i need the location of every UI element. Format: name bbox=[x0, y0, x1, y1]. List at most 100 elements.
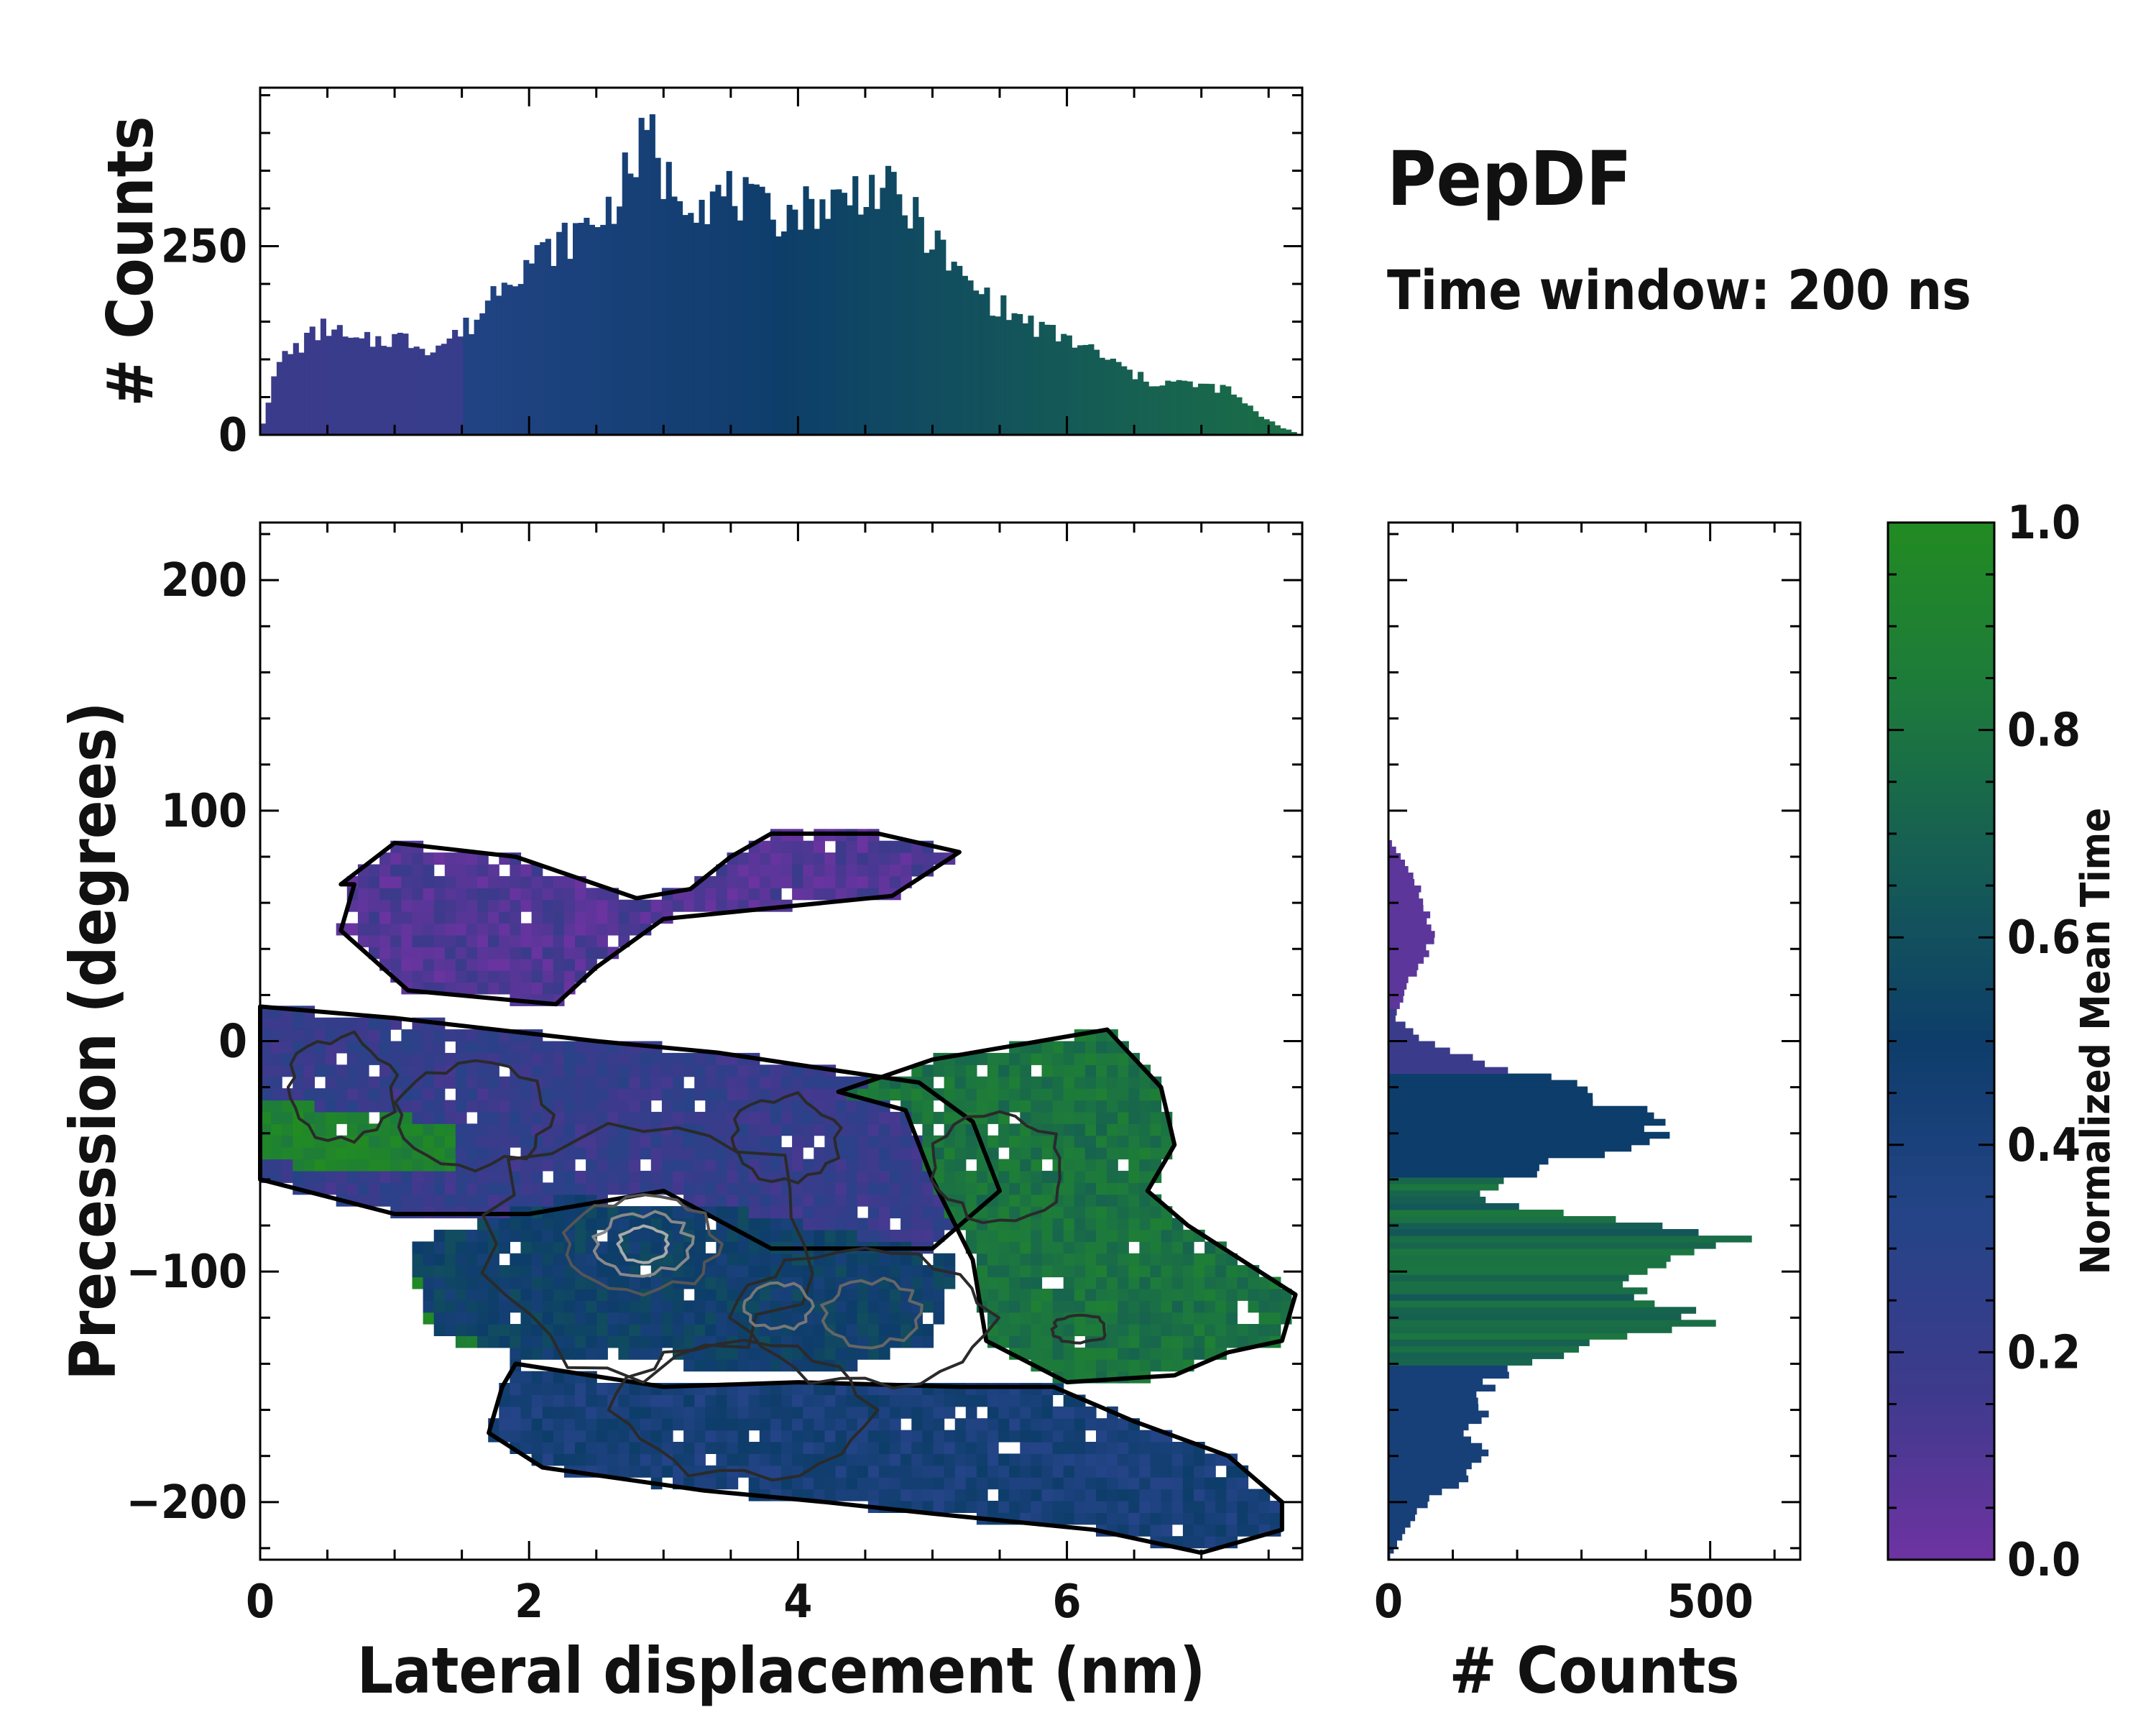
heatmap-cell bbox=[846, 1477, 858, 1490]
heatmap-cell bbox=[878, 1394, 890, 1407]
heatmap-cell bbox=[346, 1111, 359, 1124]
heatmap-cell bbox=[694, 1312, 706, 1325]
heatmap-cell bbox=[803, 1076, 814, 1089]
colorbar-segment bbox=[1888, 523, 1994, 533]
heatmap-cell bbox=[586, 1265, 597, 1278]
heatmap-cell bbox=[607, 1430, 619, 1443]
top-hist-bar bbox=[825, 218, 831, 435]
heatmap-cell bbox=[520, 1100, 533, 1113]
heatmap-cell bbox=[835, 888, 847, 901]
heatmap-cell bbox=[792, 875, 803, 888]
heatmap-cell bbox=[650, 1170, 663, 1183]
heatmap-cell bbox=[911, 1406, 923, 1419]
heatmap-cell bbox=[477, 1288, 489, 1301]
density-contour bbox=[480, 1121, 814, 1384]
heatmap-cell bbox=[401, 1194, 413, 1207]
heatmap-cell bbox=[922, 1394, 934, 1407]
heatmap-cell bbox=[835, 1182, 847, 1195]
heatmap-cell bbox=[803, 864, 814, 877]
top-hist-bar bbox=[1209, 384, 1215, 435]
heatmap-cell bbox=[1107, 1229, 1118, 1242]
heatmap-cell bbox=[586, 1100, 597, 1113]
heatmap-cell bbox=[553, 899, 565, 912]
heatmap-cell bbox=[542, 1394, 554, 1407]
heatmap-cell bbox=[466, 1194, 478, 1207]
top-hist-bar bbox=[469, 334, 475, 435]
heatmap-cell bbox=[282, 1041, 293, 1054]
heatmap-cell bbox=[727, 1170, 739, 1183]
heatmap-cell bbox=[867, 1347, 880, 1360]
heatmap-cell bbox=[390, 934, 402, 947]
heatmap-cell bbox=[510, 1123, 522, 1136]
heatmap-cell bbox=[683, 1430, 695, 1443]
heatmap-cell bbox=[1204, 1524, 1216, 1537]
heatmap-cell bbox=[1020, 1418, 1031, 1431]
heatmap-cell bbox=[303, 1088, 315, 1101]
colorbar-segment bbox=[1888, 1248, 1994, 1260]
density-contour bbox=[1050, 1313, 1107, 1345]
heatmap-cell bbox=[867, 1453, 880, 1466]
right-hist-bar bbox=[1388, 1320, 1716, 1327]
heatmap-cell bbox=[1074, 1477, 1086, 1490]
heatmap-cell bbox=[1063, 1088, 1075, 1101]
heatmap-cell bbox=[792, 1064, 803, 1077]
heatmap-cell bbox=[835, 1170, 847, 1183]
outer-contour bbox=[836, 1027, 1298, 1385]
heatmap-cell bbox=[520, 1159, 533, 1172]
heatmap-cell bbox=[900, 1265, 912, 1278]
heatmap-cell bbox=[1096, 1418, 1107, 1431]
contour-lines bbox=[258, 831, 1298, 1555]
heatmap-cell bbox=[640, 1347, 652, 1360]
top-hist-bar bbox=[304, 333, 310, 435]
heatmap-cell bbox=[759, 1477, 771, 1490]
heatmap-cell bbox=[1258, 1288, 1271, 1301]
heatmap-cell bbox=[1052, 1288, 1064, 1301]
top-hist-bar bbox=[397, 333, 403, 435]
heatmap-cell bbox=[1041, 1218, 1054, 1230]
heatmap-cell bbox=[770, 1229, 782, 1242]
heatmap-cell bbox=[694, 888, 706, 901]
heatmap-cell bbox=[878, 1477, 890, 1490]
right-hist-bar bbox=[1388, 1164, 1539, 1172]
heatmap-cell bbox=[1020, 1182, 1031, 1195]
heatmap-cell bbox=[412, 1041, 424, 1054]
heatmap-cell bbox=[878, 1229, 890, 1242]
heatmap-cell bbox=[1139, 1453, 1151, 1466]
colorbar-segment bbox=[1888, 1197, 1994, 1208]
heatmap-cell bbox=[563, 1147, 576, 1160]
colorbar bbox=[1888, 523, 1994, 1560]
heatmap-cell bbox=[1139, 1312, 1151, 1325]
heatmap-cell bbox=[346, 1147, 359, 1160]
heatmap-cell bbox=[1128, 1512, 1140, 1525]
right-hist-bar bbox=[1388, 1339, 1590, 1346]
heatmap-cell bbox=[499, 1135, 510, 1148]
colorbar-tick-label: 0.8 bbox=[2007, 704, 2081, 758]
heatmap-cell bbox=[867, 1123, 880, 1136]
heatmap-cell bbox=[466, 1052, 478, 1065]
heatmap-cell bbox=[401, 1100, 413, 1113]
top-hist-bar bbox=[770, 219, 776, 435]
heatmap-cell bbox=[466, 1182, 478, 1195]
heatmap-cell bbox=[618, 1088, 630, 1101]
density-contour bbox=[286, 1030, 400, 1144]
heatmap-cell bbox=[705, 1064, 717, 1077]
heatmap-cell bbox=[618, 899, 630, 912]
heatmap-cell bbox=[824, 1394, 837, 1407]
heatmap-cell bbox=[379, 1076, 391, 1089]
top-hist-bar bbox=[1181, 380, 1188, 435]
heatmap-cell bbox=[563, 1394, 576, 1407]
heatmap-cell bbox=[705, 1288, 717, 1301]
heatmap-cell bbox=[944, 1159, 956, 1172]
heatmap-cell bbox=[716, 1159, 728, 1172]
heatmap-cell bbox=[1139, 1135, 1151, 1148]
heatmap-cell bbox=[1063, 1276, 1075, 1289]
heatmap-cell bbox=[803, 1206, 814, 1219]
top-hist-bar bbox=[1061, 334, 1067, 435]
heatmap-cell bbox=[1031, 1241, 1043, 1254]
heatmap-cell bbox=[618, 1111, 630, 1124]
heatmap-cell bbox=[781, 1359, 793, 1372]
heatmap-cell bbox=[586, 947, 597, 960]
heatmap-cell bbox=[890, 852, 901, 865]
heatmap-cell bbox=[314, 1159, 326, 1172]
heatmap-cell bbox=[759, 1135, 771, 1148]
